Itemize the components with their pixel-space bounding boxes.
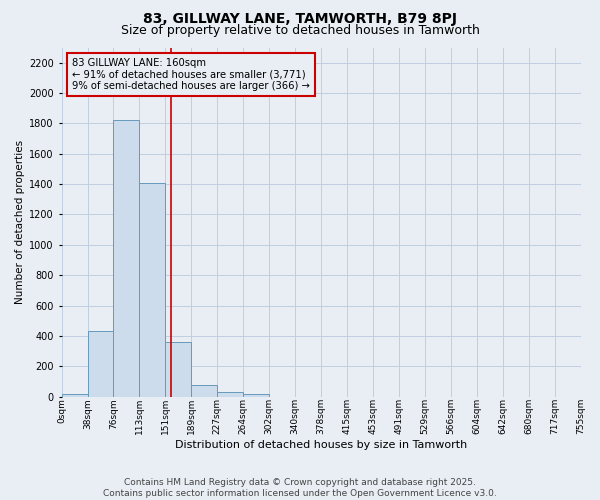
X-axis label: Distribution of detached houses by size in Tamworth: Distribution of detached houses by size … bbox=[175, 440, 467, 450]
Y-axis label: Number of detached properties: Number of detached properties bbox=[15, 140, 25, 304]
Bar bbox=[88, 332, 113, 396]
Bar bbox=[139, 182, 166, 396]
Bar bbox=[243, 394, 269, 396]
Bar bbox=[191, 384, 217, 396]
Text: 83 GILLWAY LANE: 160sqm
← 91% of detached houses are smaller (3,771)
9% of semi-: 83 GILLWAY LANE: 160sqm ← 91% of detache… bbox=[72, 58, 310, 91]
Text: 83, GILLWAY LANE, TAMWORTH, B79 8PJ: 83, GILLWAY LANE, TAMWORTH, B79 8PJ bbox=[143, 12, 457, 26]
Bar bbox=[113, 120, 139, 396]
Bar bbox=[62, 394, 88, 396]
Bar bbox=[217, 392, 243, 396]
Text: Size of property relative to detached houses in Tamworth: Size of property relative to detached ho… bbox=[121, 24, 479, 37]
Bar bbox=[166, 342, 191, 396]
Text: Contains HM Land Registry data © Crown copyright and database right 2025.
Contai: Contains HM Land Registry data © Crown c… bbox=[103, 478, 497, 498]
